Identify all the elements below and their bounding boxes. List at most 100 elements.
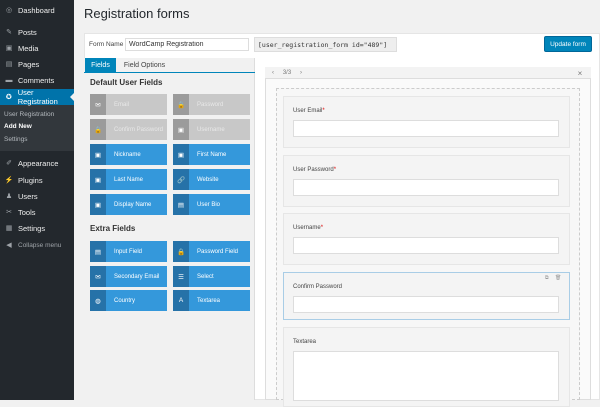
form-field-label: User Password*: [293, 167, 337, 173]
user-registration-submenu: [0, 105, 74, 151]
text-input[interactable]: [293, 237, 559, 254]
sidebar-item-label: Settings: [18, 223, 46, 233]
default-fields-heading: Default User Fields: [90, 78, 163, 87]
plugin-icon: ⚡: [4, 177, 14, 184]
field-button-textarea[interactable]: A Textarea: [173, 290, 250, 311]
field-button-nickname[interactable]: ▣ Nickname: [90, 144, 167, 165]
sidebar-item-label: Users: [18, 191, 38, 201]
tab-field-options[interactable]: Field Options: [123, 61, 166, 69]
prev-page-button[interactable]: ‹: [272, 70, 274, 76]
field-button-label: Textarea: [197, 297, 221, 304]
field-type-icon: 🔗: [173, 169, 189, 190]
tab-divider: [84, 72, 255, 73]
textarea-input[interactable]: [293, 351, 559, 401]
submenu-item[interactable]: Add New: [4, 123, 32, 130]
field-type-icon: ✉: [90, 266, 106, 287]
sidebar-item-plugins[interactable]: ⚡ Plugins: [0, 172, 74, 188]
comment-icon: ▬: [5, 76, 13, 84]
form-field-label: Confirm Password: [293, 284, 343, 290]
text-input[interactable]: [293, 296, 559, 313]
field-type-icon: ▤: [173, 194, 189, 215]
trash-icon[interactable]: 🗑: [555, 275, 562, 281]
sidebar-item-label: User Registration: [17, 88, 58, 106]
field-type-icon: ▣: [90, 194, 106, 215]
tools-icon: ✂: [6, 209, 12, 216]
field-button-label: User Bio: [197, 201, 221, 208]
submenu-item[interactable]: User Registration: [4, 111, 55, 118]
field-button-input-field[interactable]: ▤ Input Field: [90, 241, 167, 262]
field-button-username[interactable]: ▣ Username: [173, 119, 250, 140]
form-field-label: User Email*: [293, 108, 325, 114]
field-button-confirm-password[interactable]: 🔒 Confirm Password: [90, 119, 167, 140]
field-type-icon: ▣: [90, 169, 106, 190]
submenu-item[interactable]: Settings: [4, 136, 28, 143]
sidebar-item-label: Plugins: [18, 175, 43, 185]
text-input[interactable]: [293, 120, 559, 137]
duplicate-icon[interactable]: ⧉: [545, 275, 549, 281]
shortcode-display[interactable]: [user_registration_form id="489"]: [254, 37, 397, 52]
field-button-first-name[interactable]: ▣ First Name: [173, 144, 250, 165]
field-type-icon: 🔒: [173, 241, 189, 262]
close-icon[interactable]: ×: [577, 68, 583, 78]
field-button-secondary-email[interactable]: ✉ Secondary Email: [90, 266, 167, 287]
preview-toolbar: [265, 67, 591, 79]
sidebar-item-label: Posts: [18, 27, 37, 37]
field-button-display-name[interactable]: ▣ Display Name: [90, 194, 167, 215]
sidebar-item-collapse-menu[interactable]: ◀ Collapse menu: [0, 237, 74, 253]
appearance-icon: ✐: [6, 160, 12, 167]
field-button-country[interactable]: ◍ Country: [90, 290, 167, 311]
field-button-label: Country: [114, 297, 136, 304]
field-button-label: Email: [114, 101, 130, 108]
field-button-label: Password: [197, 101, 224, 108]
next-page-button[interactable]: ›: [300, 70, 302, 76]
dashboard-icon: ◎: [5, 7, 13, 14]
field-button-label: Username: [197, 126, 225, 133]
page-title: Registration forms: [84, 6, 190, 21]
field-button-label: Select: [197, 273, 214, 280]
field-type-icon: ▤: [90, 241, 106, 262]
sidebar-item-label: Dashboard: [18, 5, 55, 15]
field-button-label: Last Name: [114, 176, 144, 183]
sidebar-item-label: Tools: [18, 207, 36, 217]
field-button-select[interactable]: ☰ Select: [173, 266, 250, 287]
extra-fields-heading: Extra Fields: [90, 224, 136, 233]
sidebar-item-label: Comments: [18, 75, 55, 85]
sidebar-item-user-registration[interactable]: ✪ User Registration: [0, 88, 74, 106]
sidebar-item-pages[interactable]: ▤ Pages: [0, 56, 74, 72]
sidebar-item-media[interactable]: ▣ Media: [0, 40, 74, 56]
collapse-icon: ◀: [6, 242, 12, 249]
text-input[interactable]: [293, 179, 559, 196]
settings-icon: ▦: [5, 225, 13, 232]
page-indicator: 3/3: [282, 70, 292, 76]
field-button-website[interactable]: 🔗 Website: [173, 169, 250, 190]
tab-fields[interactable]: Fields: [85, 58, 116, 72]
sidebar-item-label: Appearance: [18, 158, 59, 168]
field-button-password[interactable]: 🔒 Password: [173, 94, 250, 115]
pages-icon: ▤: [5, 61, 13, 68]
field-button-label: Display Name: [114, 201, 152, 208]
sidebar-item-users[interactable]: ♟ Users: [0, 188, 74, 204]
sidebar-item-posts[interactable]: ✎ Posts: [0, 24, 74, 40]
field-button-password-field[interactable]: 🔒 Password Field: [173, 241, 250, 262]
field-button-email[interactable]: ✉ Email: [90, 94, 167, 115]
form-name-input[interactable]: [125, 38, 249, 51]
field-button-user-bio[interactable]: ▤ User Bio: [173, 194, 250, 215]
form-field-label: Textarea: [293, 339, 317, 345]
sidebar-item-comments[interactable]: ▬ Comments: [0, 72, 74, 88]
sidebar-item-dashboard[interactable]: ◎ Dashboard: [0, 2, 74, 18]
field-button-label: Input Field: [114, 248, 143, 255]
user-registration-icon: ✪: [5, 94, 12, 101]
sidebar-item-tools[interactable]: ✂ Tools: [0, 204, 74, 220]
update-form-button[interactable]: Update form: [544, 36, 592, 52]
sidebar-item-appearance[interactable]: ✐ Appearance: [0, 155, 74, 171]
fields-panel: [84, 58, 255, 400]
field-type-icon: ✉: [90, 94, 106, 115]
field-type-icon: ◍: [90, 290, 106, 311]
field-type-icon: ▣: [90, 144, 106, 165]
field-button-label: Website: [197, 176, 219, 183]
field-button-label: First Name: [197, 151, 227, 158]
admin-sidebar: [0, 0, 74, 400]
sidebar-item-label: Pages: [18, 59, 40, 69]
sidebar-item-settings[interactable]: ▦ Settings: [0, 220, 74, 236]
field-button-last-name[interactable]: ▣ Last Name: [90, 169, 167, 190]
